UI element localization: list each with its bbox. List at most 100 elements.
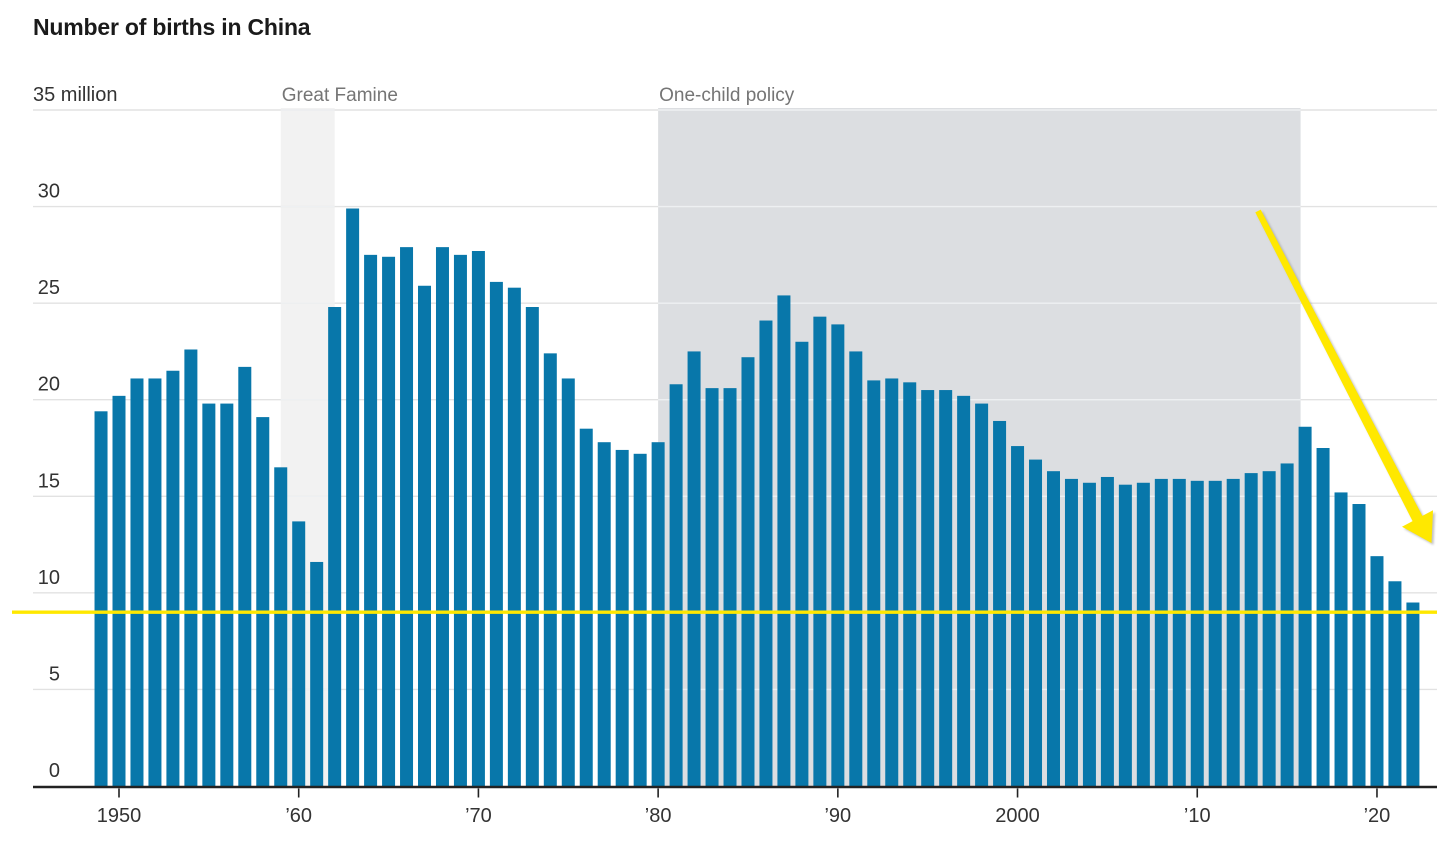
bar-1995: [921, 390, 935, 786]
x-tick-label-2000: 2000: [995, 805, 1040, 827]
bar-2005: [1100, 476, 1114, 786]
y-tick-label-5: 5: [49, 663, 60, 685]
bar-1984: [723, 388, 737, 786]
bar-2000: [1011, 446, 1025, 786]
bar-1955: [202, 403, 216, 786]
bar-2008: [1154, 478, 1168, 786]
bar-1993: [885, 378, 899, 786]
bar-2022: [1406, 602, 1420, 786]
y-tick-label-20: 20: [38, 374, 60, 396]
bar-2018: [1334, 492, 1348, 786]
x-tick-label-1950: 1950: [97, 805, 142, 827]
x-tick-label-1970: ’70: [465, 805, 492, 827]
bars: [94, 208, 1420, 787]
bar-2002: [1046, 471, 1060, 786]
bar-1952: [148, 378, 162, 786]
bar-1950: [112, 395, 126, 786]
y-tick-label-15: 15: [38, 470, 60, 492]
x-tick-label-2020: ’20: [1364, 805, 1391, 827]
bar-1978: [615, 449, 629, 786]
band-great-famine: [280, 108, 335, 786]
bar-1954: [184, 349, 198, 786]
bar-1989: [813, 316, 827, 786]
bar-1974: [543, 353, 557, 786]
bar-1985: [741, 357, 755, 786]
bar-1968: [435, 247, 449, 787]
bar-2004: [1082, 482, 1096, 786]
bar-1996: [939, 390, 953, 786]
bar-2017: [1316, 448, 1330, 786]
bar-1966: [400, 247, 414, 787]
bar-2007: [1136, 482, 1150, 786]
band-label-one-child-policy: One-child policy: [659, 85, 795, 106]
chart-title: Number of births in China: [33, 14, 311, 40]
y-tick-label-0: 0: [49, 760, 60, 782]
bar-2014: [1262, 471, 1276, 786]
y-tick-label-25: 25: [38, 277, 60, 299]
bar-2009: [1172, 478, 1186, 786]
bar-1964: [364, 254, 378, 786]
bar-1975: [561, 378, 575, 786]
bar-1979: [633, 453, 647, 786]
bar-1961: [310, 561, 324, 786]
bar-1990: [831, 324, 845, 786]
y-tick-label-35: 35 million: [33, 84, 117, 106]
bar-1956: [220, 403, 234, 786]
y-tick-label-10: 10: [38, 567, 60, 589]
bar-2019: [1352, 504, 1366, 786]
bar-1958: [256, 417, 270, 786]
bar-2020: [1370, 556, 1384, 786]
bar-1986: [759, 320, 773, 786]
bar-1997: [957, 395, 971, 786]
bar-2012: [1226, 478, 1240, 786]
bar-1971: [489, 281, 503, 786]
bar-1977: [597, 442, 611, 786]
bar-1957: [238, 366, 252, 786]
x-axis: 1950 ’60 ’70 ’80 ’90 2000 ’10 ’20: [33, 785, 1437, 827]
bar-1951: [130, 378, 144, 786]
bar-2001: [1029, 459, 1043, 786]
bar-1981: [669, 384, 683, 786]
bar-2015: [1280, 463, 1294, 786]
bar-1983: [705, 388, 719, 786]
bar-1949: [94, 411, 108, 786]
bar-1991: [849, 351, 863, 786]
band-labels: Great Famine One-child policy: [282, 85, 795, 106]
bar-1967: [418, 285, 432, 786]
y-tick-label-30: 30: [38, 181, 60, 203]
bar-1976: [579, 428, 593, 786]
bar-1973: [525, 307, 539, 786]
bar-2003: [1064, 478, 1078, 786]
trend-arrow: [1255, 209, 1433, 543]
bar-1969: [453, 254, 467, 786]
bar-2013: [1244, 473, 1258, 786]
y-axis-labels: 35 million 30 25 20 15 10 5 0: [33, 84, 117, 782]
bar-1987: [777, 295, 791, 786]
bar-1960: [292, 521, 306, 786]
bar-1970: [471, 250, 485, 787]
bar-1962: [328, 307, 342, 786]
bar-2011: [1208, 480, 1222, 786]
bar-1988: [795, 341, 809, 786]
x-tick-label-1960: ’60: [285, 805, 312, 827]
x-tick-label-1980: ’80: [645, 805, 672, 827]
bar-1999: [993, 420, 1007, 786]
bar-1965: [382, 256, 396, 786]
bar-1963: [346, 208, 360, 786]
bar-1998: [975, 403, 989, 786]
x-tick-label-1990: ’90: [824, 805, 851, 827]
bar-1992: [867, 380, 881, 786]
bar-1959: [274, 467, 288, 786]
bar-1982: [687, 351, 701, 786]
bar-1972: [507, 287, 521, 786]
bar-1994: [903, 382, 917, 786]
x-tick-label-2010: ’10: [1184, 805, 1211, 827]
bar-2021: [1388, 581, 1402, 786]
bar-2010: [1190, 480, 1204, 786]
bar-2006: [1118, 484, 1132, 786]
band-label-great-famine: Great Famine: [282, 85, 398, 106]
bar-1980: [651, 442, 665, 786]
bar-2016: [1298, 426, 1312, 786]
bar-1953: [166, 370, 180, 786]
